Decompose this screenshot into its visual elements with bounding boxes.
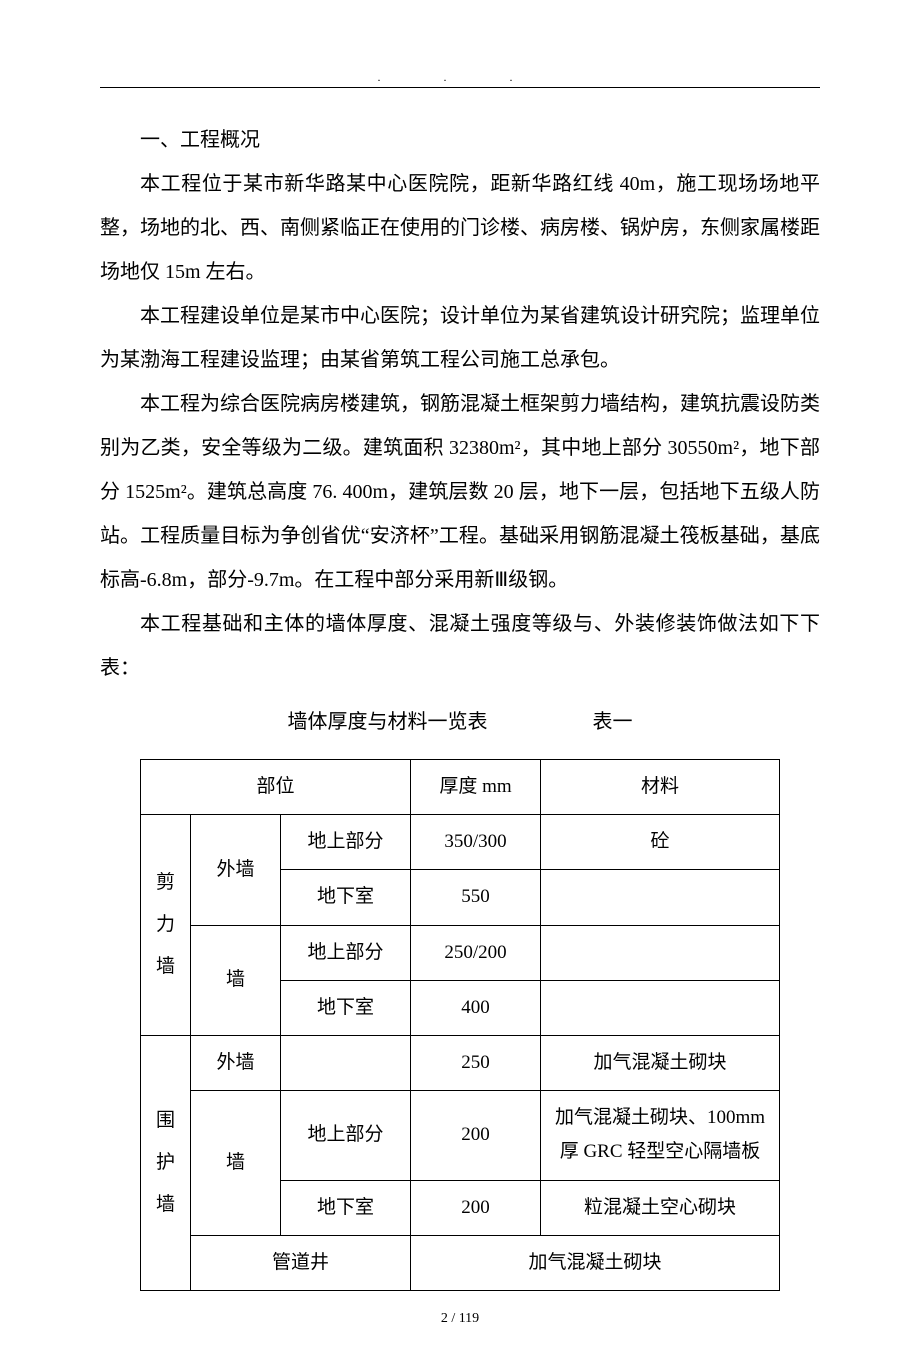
- cell-group-shearwall: 剪 力 墙: [141, 815, 191, 1036]
- cell-material: 加气混凝土砌块: [541, 1035, 780, 1090]
- cell-thickness: 200: [411, 1180, 541, 1235]
- cell-sub-outer: 外墙: [191, 815, 281, 925]
- cell-material: [541, 925, 780, 980]
- cell-pipe-well: 管道井: [191, 1235, 411, 1290]
- paragraph-1: 本工程位于某市新华路某中心医院院，距新华路红线 40m，施工现场场地平整，场地的…: [100, 162, 820, 294]
- cell-part-above: 地上部分: [281, 925, 411, 980]
- cell-thickness: 250: [411, 1035, 541, 1090]
- cell-thickness: 350/300: [411, 815, 541, 870]
- cell-thickness: 200: [411, 1091, 541, 1180]
- table-caption-number: 表一: [593, 700, 633, 744]
- paragraph-4: 本工程基础和主体的墙体厚度、混凝土强度等级与、外装修装饰做法如下下表：: [100, 602, 820, 690]
- cell-material: [541, 980, 780, 1035]
- header-thickness: 厚度 mm: [411, 760, 541, 815]
- cell-material: 加气混凝土砌块、100mm厚 GRC 轻型空心隔墙板: [541, 1091, 780, 1180]
- cell-thickness: 250/200: [411, 925, 541, 980]
- cell-sub-wall: 墙: [191, 1091, 281, 1236]
- header-separator: . . .: [100, 70, 820, 88]
- cell-sub-wall: 墙: [191, 925, 281, 1035]
- cell-part-below: 地下室: [281, 980, 411, 1035]
- paragraph-2: 本工程建设单位是某市中心医院；设计单位为某省建筑设计研究院；监理单位为某渤海工程…: [100, 294, 820, 382]
- page-number: 2 / 119: [100, 1311, 820, 1327]
- cell-part-above: 地上部分: [281, 815, 411, 870]
- table-row: 围 护 墙 外墙 250 加气混凝土砌块: [141, 1035, 780, 1090]
- cell-sub-outer: 外墙: [191, 1035, 281, 1090]
- cell-part-below: 地下室: [281, 870, 411, 925]
- cell-part-above: 地上部分: [281, 1091, 411, 1180]
- cell-group-enclosure: 围 护 墙: [141, 1035, 191, 1290]
- table-header-row: 部位 厚度 mm 材料: [141, 760, 780, 815]
- section-title: 一、工程概况: [100, 118, 820, 162]
- cell-material: 粒混凝土空心砌块: [541, 1180, 780, 1235]
- table-row: 剪 力 墙 外墙 地上部分 350/300 砼: [141, 815, 780, 870]
- cell-material: 砼: [541, 815, 780, 870]
- paragraph-3: 本工程为综合医院病房楼建筑，钢筋混凝土框架剪力墙结构，建筑抗震设防类别为乙类，安…: [100, 382, 820, 602]
- header-position: 部位: [141, 760, 411, 815]
- cell-material: [541, 870, 780, 925]
- table-caption: 墙体厚度与材料一览表 表一: [100, 700, 820, 744]
- cell-part-below: 地下室: [281, 1180, 411, 1235]
- cell-part-empty: [281, 1035, 411, 1090]
- cell-material-merged: 加气混凝土砌块: [411, 1235, 780, 1290]
- table-row: 墙 地上部分 250/200: [141, 925, 780, 980]
- cell-thickness: 400: [411, 980, 541, 1035]
- header-material: 材料: [541, 760, 780, 815]
- cell-thickness: 550: [411, 870, 541, 925]
- table-caption-title: 墙体厚度与材料一览表: [288, 700, 488, 744]
- table-row: 管道井 加气混凝土砌块: [141, 1235, 780, 1290]
- table-row: 墙 地上部分 200 加气混凝土砌块、100mm厚 GRC 轻型空心隔墙板: [141, 1091, 780, 1180]
- wall-thickness-table: 部位 厚度 mm 材料 剪 力 墙 外墙 地上部分 350/300 砼 地下室 …: [140, 759, 780, 1291]
